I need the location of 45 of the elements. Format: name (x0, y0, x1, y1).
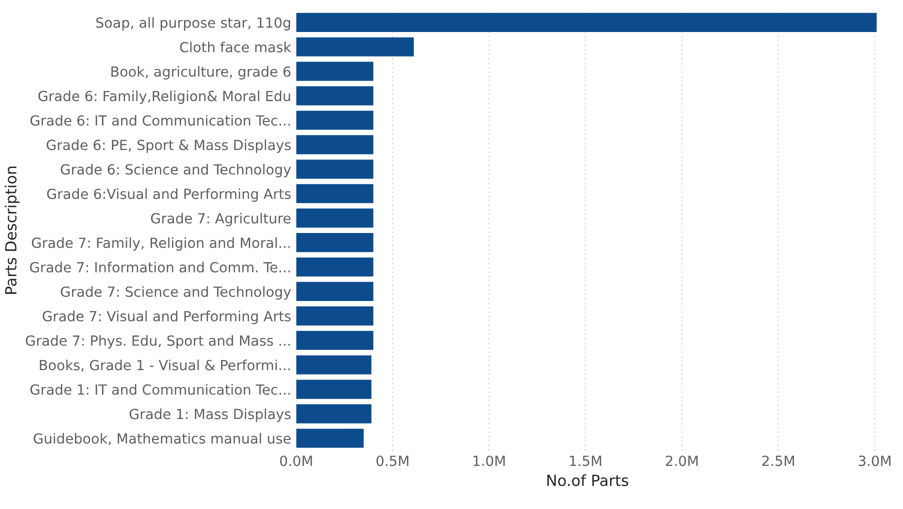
bar (296, 428, 364, 448)
y-tick-label: Book, agriculture, grade 6 (111, 66, 290, 80)
bar (296, 208, 374, 228)
bar (296, 135, 374, 154)
x-tick-label: 1.0M (474, 456, 505, 466)
x-axis-title: No.of Parts (547, 474, 628, 486)
bar (296, 282, 374, 302)
y-tick-label: Grade 1: Mass Displays (130, 408, 291, 422)
bar (296, 160, 374, 179)
y-tick-label: Grade 6: Family,Religion& Moral Edu (38, 90, 290, 104)
bar (296, 184, 374, 204)
y-tick-label: Grade 1: IT and Communication Tec... (30, 384, 290, 395)
bar (296, 257, 374, 277)
bar (296, 37, 414, 56)
y-tick-label: Cloth face mask (180, 42, 292, 52)
y-tick-label: Grade 6:Visual and Performing Arts (47, 188, 291, 202)
x-tick-label: 0.0M (280, 456, 312, 466)
y-tick-label: Books, Grade 1 - Visual & Performi... (40, 360, 290, 372)
bar (296, 330, 374, 350)
y-tick-label: Grade 7: Agriculture (151, 212, 291, 226)
x-tick-label: 2.5M (762, 456, 794, 466)
y-tick-label: Grade 6: IT and Communication Tec... (30, 114, 290, 126)
y-tick-label: Grade 7: Phys. Edu, Sport and Mass ... (26, 335, 290, 349)
bar (296, 233, 374, 252)
bar (296, 355, 372, 374)
y-tick-label: Soap, all purpose star, 110g (96, 17, 290, 31)
bar (296, 12, 877, 32)
y-axis-title: Parts Description (4, 166, 20, 294)
y-tick-label: Grade 7: Information and Comm. Te... (30, 262, 290, 272)
bar (296, 86, 374, 106)
bar (296, 380, 372, 399)
bar (296, 404, 372, 424)
x-tick-label: 2.0M (666, 456, 698, 466)
y-tick-label: Grade 6: Science and Technology (60, 164, 291, 178)
y-tick-label: Grade 7: Family, Religion and Moral... (32, 237, 290, 251)
y-tick-label: Guidebook, Mathematics manual use (34, 432, 291, 446)
x-tick-label: 0.5M (376, 456, 408, 466)
bar (296, 110, 374, 130)
x-tick-label: 1.5M (570, 456, 602, 466)
x-tick-label: 3.0M (858, 456, 890, 466)
y-tick-label: Grade 6: PE, Sport & Mass Displays (46, 139, 291, 153)
y-tick-label: Grade 7: Science and Technology (60, 286, 291, 300)
bar (296, 62, 374, 81)
bar (296, 306, 374, 326)
y-tick-label: Grade 7: Visual and Performing Arts (42, 310, 291, 324)
